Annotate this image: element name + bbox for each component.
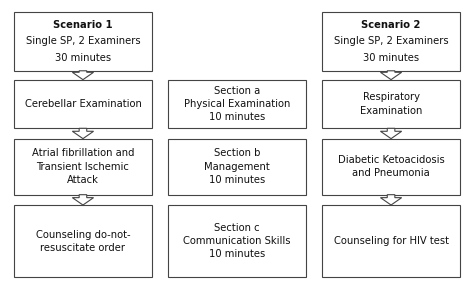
Text: Counseling for HIV test: Counseling for HIV test	[334, 236, 448, 246]
Text: Counseling do-not-
resuscitate order: Counseling do-not- resuscitate order	[36, 230, 130, 253]
Polygon shape	[73, 71, 93, 80]
Bar	[322, 12, 460, 71]
Text: Scenario 1: Scenario 1	[53, 20, 113, 30]
Text: Section c
Communication Skills
10 minutes: Section c Communication Skills 10 minute…	[183, 223, 291, 259]
Text: Single SP, 2 Examiners: Single SP, 2 Examiners	[26, 36, 140, 46]
Text: Scenario 2: Scenario 2	[361, 20, 421, 30]
Polygon shape	[73, 195, 93, 205]
Polygon shape	[381, 128, 401, 139]
Bar	[168, 205, 306, 277]
Bar	[14, 80, 152, 128]
Text: Respiratory
Examination: Respiratory Examination	[360, 92, 422, 116]
Text: Cerebellar Examination: Cerebellar Examination	[25, 99, 141, 109]
Text: Atrial fibrillation and
Transient Ischemic
Attack: Atrial fibrillation and Transient Ischem…	[32, 148, 134, 185]
Text: 30 minutes: 30 minutes	[55, 53, 111, 63]
Bar	[168, 139, 306, 195]
Bar	[322, 205, 460, 277]
Bar	[14, 205, 152, 277]
Text: Single SP, 2 Examiners: Single SP, 2 Examiners	[334, 36, 448, 46]
Polygon shape	[381, 71, 401, 80]
Polygon shape	[381, 195, 401, 205]
Text: Section b
Management
10 minutes: Section b Management 10 minutes	[204, 148, 270, 185]
Text: 30 minutes: 30 minutes	[363, 53, 419, 63]
Bar	[322, 139, 460, 195]
Bar	[168, 80, 306, 128]
Bar	[322, 80, 460, 128]
Bar	[14, 12, 152, 71]
Text: Section a
Physical Examination
10 minutes: Section a Physical Examination 10 minute…	[184, 86, 290, 122]
Bar	[14, 139, 152, 195]
Text: Diabetic Ketoacidosis
and Pneumonia: Diabetic Ketoacidosis and Pneumonia	[337, 155, 445, 178]
Polygon shape	[73, 128, 93, 139]
